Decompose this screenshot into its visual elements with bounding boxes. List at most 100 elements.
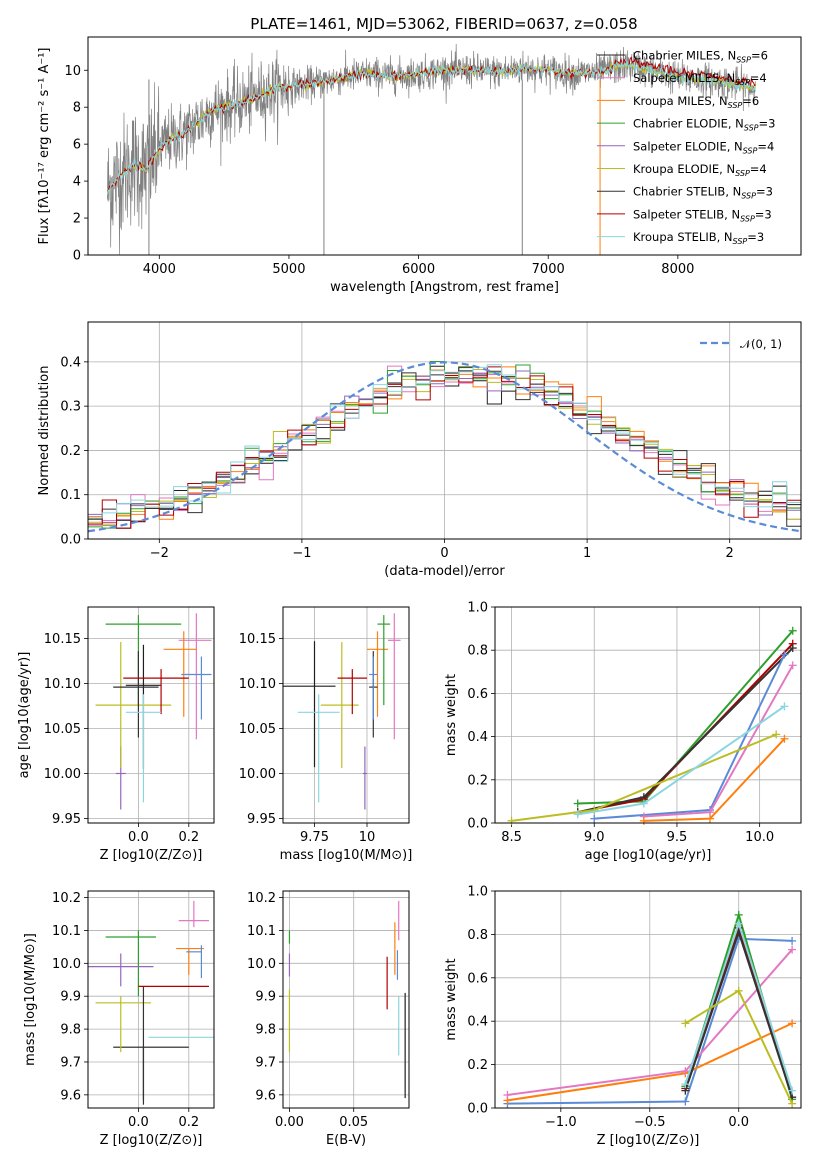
x-tick-label: 10.0: [745, 830, 774, 845]
legend-entry: Salpeter STELIB, NSSP=3: [633, 207, 772, 223]
y-axis-label: mass [log10(M/M⊙)]: [23, 933, 38, 1066]
legend-entry: Chabrier STELIB, NSSP=3: [633, 185, 773, 201]
mass-weight-vs-age-panel: 8.5 9.0 9.5 10.0 0.0 0.2 0.4 0.6 0.8 1.0 age [log1…: [444, 601, 802, 863]
legend-entry: Salpeter ELODIE, NSSP=4: [633, 139, 774, 155]
x-tick-label: 0.0: [128, 830, 149, 845]
x-axis-label: wavelength [Angstrom, rest frame]: [330, 280, 559, 295]
y-tick-label: 9.9: [60, 990, 81, 1005]
legend-entry: Salpeter MILES, NSSP=4: [633, 71, 767, 87]
y-tick-label: 9.7: [60, 1055, 81, 1070]
x-axis-label: E(B-V): [326, 1133, 366, 1148]
legend-subscript: SSP: [735, 78, 750, 87]
y-tick-label: 0.8: [467, 928, 488, 943]
legend-suffix: =4: [757, 139, 774, 153]
x-tick-label: 2: [726, 546, 734, 561]
x-tick-label: 7000: [532, 262, 565, 277]
legend-entry: Kroupa MILES, NSSP=6: [633, 94, 759, 110]
y-tick-label: 1.0: [467, 885, 488, 900]
x-tick-label: 9.75: [300, 830, 329, 845]
x-tick-label: 4000: [143, 262, 176, 277]
y-tick-label: 10.0: [247, 957, 276, 972]
y-axis-label: Normed distribution: [37, 366, 52, 496]
x-tick-label: 0.2: [178, 830, 199, 845]
x-tick-label: 0.05: [339, 1115, 368, 1130]
y-tick-label: 10.2: [247, 891, 276, 906]
y-tick-label: 1.0: [467, 601, 488, 616]
y-tick-label: 10.10: [44, 677, 81, 692]
normal-curve: [88, 361, 801, 533]
y-tick-label: 10: [64, 64, 81, 79]
y-tick-label: 9.8: [255, 1023, 276, 1038]
x-tick-label: −1: [292, 546, 311, 561]
y-tick-label: 10.0: [52, 957, 81, 972]
y-tick-label: 10.1: [247, 924, 276, 939]
y-tick-label: 10.05: [44, 722, 81, 737]
x-axis-label: Z [log10(Z/Z⊙)]: [597, 1133, 700, 1148]
model-spectrum: [106, 60, 757, 195]
y-tick-label: 0.2: [60, 444, 81, 459]
y-tick-label: 0.6: [467, 971, 488, 986]
y-tick-label: 0.8: [467, 644, 488, 659]
legend-subscript: SSP: [736, 56, 751, 65]
legend-suffix: =6: [742, 94, 759, 108]
x-axis-label: age [log10(age/yr)]: [585, 848, 712, 863]
legend-suffix: =3: [759, 117, 776, 131]
axes-frame: [494, 890, 802, 1109]
legend-subscript: SSP: [733, 237, 748, 246]
y-tick-label: 10.15: [44, 632, 81, 647]
legend-entry: Kroupa STELIB, NSSP=3: [633, 230, 764, 246]
residual-histogram: [88, 364, 801, 519]
age-vs-mass-panel: 9.75 10 9.95 10.00 10.05 10.10 10.15 mass [log1…: [239, 606, 412, 863]
x-tick-label: 1: [583, 546, 591, 561]
axes-frame: [87, 36, 802, 256]
legend-entry: Chabrier ELODIE, NSSP=3: [633, 117, 775, 133]
y-axis-label: age [log10(age/yr)]: [17, 652, 32, 779]
legend-subscript: SSP: [741, 192, 756, 201]
y-tick-label: 0.6: [467, 687, 488, 702]
y-tick-label: 0.2: [467, 1058, 488, 1073]
mass-weight-line: [577, 647, 794, 814]
x-tick-label: 0.0: [128, 1115, 149, 1130]
y-tick-label: 0.2: [467, 773, 488, 788]
y-tick-label: 4: [73, 175, 81, 190]
y-tick-label: 2: [73, 212, 81, 227]
legend-suffix: =3: [755, 207, 772, 221]
y-tick-label: 0.4: [467, 730, 488, 745]
y-tick-label: 6: [73, 138, 81, 153]
y-tick-label: 9.95: [247, 812, 276, 827]
y-axis-label: mass weight: [444, 958, 459, 1040]
x-tick-label: 8000: [661, 262, 694, 277]
axes-frame: [282, 890, 410, 1109]
y-tick-label: 10.1: [52, 924, 81, 939]
y-tick-label: 10.00: [44, 767, 81, 782]
mass-weight-vs-metallicity-panel: −1.0 −0.5 0.0 0.0 0.2 0.4 0.6 0.8 1.0 Z [log10(Z/…: [444, 885, 802, 1148]
legend-entry: 𝒩(0, 1): [740, 337, 782, 351]
axes-frame: [87, 321, 802, 540]
x-tick-label: 0.0: [728, 1115, 749, 1130]
mass-weight-line: [507, 937, 793, 1105]
y-tick-label: 10.00: [239, 767, 276, 782]
spectrum-panel: 4000 5000 6000 7000 8000 0 2 4 6 8 10 wavelength [A…: [37, 36, 802, 295]
mass-vs-metallicity-panel: 0.0 0.2 9.6 9.7 9.8 9.9 10.0 10.1 10.2 Z [log10(Z…: [23, 890, 215, 1148]
y-tick-label: 0.4: [60, 355, 81, 370]
x-tick-label: 0.00: [275, 1115, 304, 1130]
axes-frame: [87, 890, 215, 1109]
x-axis-label: (data-model)/error: [384, 564, 505, 579]
y-tick-label: 0.0: [467, 817, 488, 832]
y-axis-label: Flux [fλ10⁻¹⁷ erg cm⁻² s⁻¹ A⁻¹]: [37, 48, 52, 245]
y-tick-label: 0: [73, 249, 81, 264]
legend-suffix: =4: [750, 71, 767, 85]
y-tick-label: 9.9: [255, 990, 276, 1005]
y-tick-label: 9.8: [60, 1023, 81, 1038]
x-tick-label: 6000: [402, 262, 435, 277]
y-tick-label: 10.05: [239, 722, 276, 737]
y-tick-label: 9.95: [52, 812, 81, 827]
x-tick-label: 9.5: [667, 830, 688, 845]
legend-subscript: SSP: [735, 169, 750, 178]
legend-subscript: SSP: [740, 214, 755, 223]
x-tick-label: 0.2: [178, 1115, 199, 1130]
legend-subscript: SSP: [728, 101, 743, 110]
legend-entry: Chabrier MILES, NSSP=6: [633, 49, 768, 65]
mass-weight-line: [511, 733, 777, 822]
